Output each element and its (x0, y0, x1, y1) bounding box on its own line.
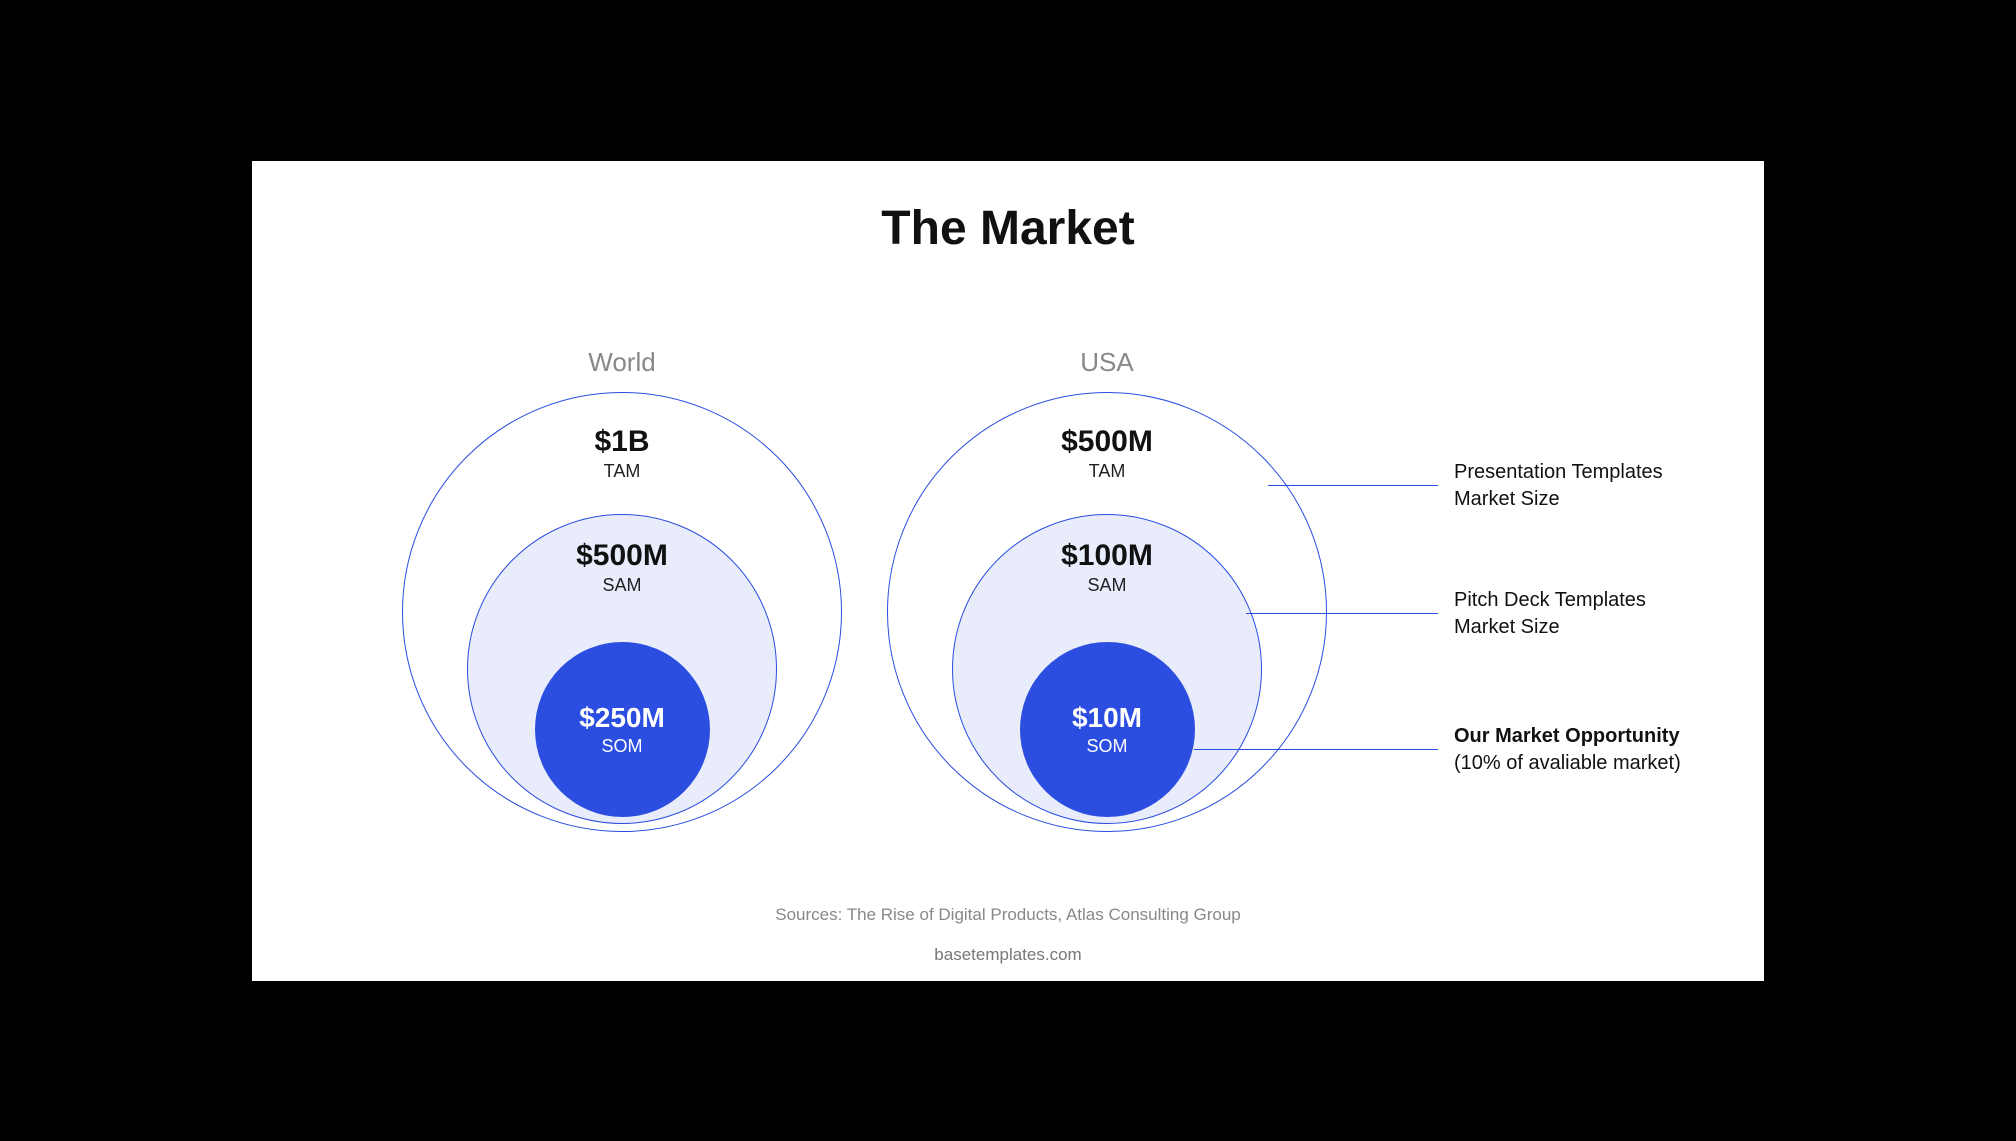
footer: basetemplates.com (252, 945, 1764, 965)
legend-sam-line2: Market Size (1454, 614, 1646, 641)
page-title: The Market (252, 201, 1764, 256)
diagram: World $1B TAM $500M SAM $250M SOM USA (252, 347, 1764, 887)
legend-text-som: Our Market Opportunity (10% of avaliable… (1454, 723, 1681, 777)
tam-value-world: $1B (594, 425, 649, 459)
legend-text-sam: Pitch Deck Templates Market Size (1454, 587, 1646, 641)
tam-tag-world: TAM (604, 461, 641, 482)
legend-som-line2: (10% of avaliable market) (1454, 750, 1681, 777)
legend-sam-line1: Pitch Deck Templates (1454, 587, 1646, 614)
legend-som: Our Market Opportunity (10% of avaliable… (1194, 723, 1681, 777)
sam-tag-world: SAM (602, 575, 641, 596)
region-world: World $1B TAM $500M SAM $250M SOM (402, 347, 842, 847)
som-tag-usa: SOM (1086, 736, 1127, 757)
legend-sam: Pitch Deck Templates Market Size (1246, 587, 1646, 641)
sam-tag-usa: SAM (1087, 575, 1126, 596)
region-label-usa: USA (887, 347, 1327, 378)
sam-value-usa: $100M (1061, 539, 1153, 573)
legend-som-line1: Our Market Opportunity (1454, 723, 1681, 750)
som-circle-usa: $10M SOM (1020, 642, 1195, 817)
slide: The Market World $1B TAM $500M SAM $250M… (250, 159, 1766, 983)
som-circle-world: $250M SOM (535, 642, 710, 817)
sam-value-world: $500M (576, 539, 668, 573)
legend-text-tam: Presentation Templates Market Size (1454, 459, 1663, 513)
tam-tag-usa: TAM (1089, 461, 1126, 482)
som-tag-world: SOM (601, 736, 642, 757)
legend-tam-line1: Presentation Templates (1454, 459, 1663, 486)
legend-line-som (1194, 749, 1438, 750)
legend-tam: Presentation Templates Market Size (1268, 459, 1663, 513)
legend-line-tam (1268, 485, 1438, 486)
circles-world: $1B TAM $500M SAM $250M SOM (402, 392, 842, 832)
legend-line-sam (1246, 613, 1438, 614)
region-label-world: World (402, 347, 842, 378)
som-value-world: $250M (579, 702, 665, 734)
sources: Sources: The Rise of Digital Products, A… (252, 905, 1764, 925)
som-value-usa: $10M (1072, 702, 1142, 734)
tam-value-usa: $500M (1061, 425, 1153, 459)
legend-tam-line2: Market Size (1454, 486, 1663, 513)
